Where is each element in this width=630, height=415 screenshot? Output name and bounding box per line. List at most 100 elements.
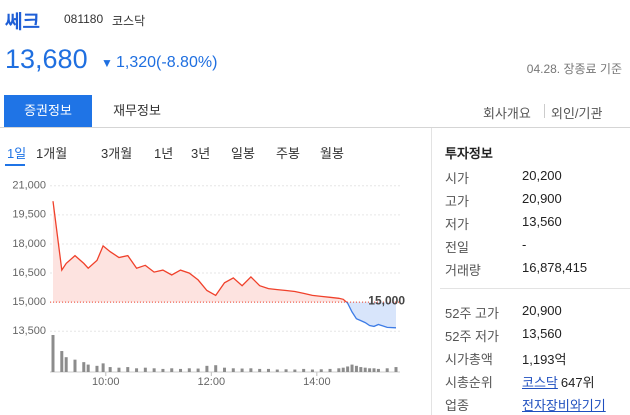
period-tab[interactable]: 3년 — [191, 146, 211, 161]
volume-bar — [293, 369, 297, 372]
y-tick-label: 16,500 — [12, 267, 46, 279]
info-value: 13,560 — [522, 326, 562, 341]
change: 1,320(-8.80%) — [116, 54, 218, 71]
volume-bar — [302, 368, 306, 372]
info-value: 20,200 — [522, 168, 562, 183]
volume-bar — [214, 365, 218, 372]
separator — [544, 104, 545, 118]
volume-bar — [328, 368, 332, 372]
price-line — [52, 201, 348, 303]
tab-divider — [0, 127, 630, 128]
info-label: 시가총액 — [445, 352, 493, 367]
volume-bar — [394, 367, 398, 372]
stock-code: 081180 — [64, 12, 104, 26]
volume-bar — [363, 367, 367, 372]
info-title: 투자정보 — [445, 146, 493, 161]
price-area — [346, 302, 396, 328]
volume-bar — [95, 365, 99, 372]
volume-bar — [275, 369, 279, 372]
volume-bar — [51, 335, 55, 372]
info-value: 16,878,415 — [522, 260, 588, 275]
info-divider — [440, 288, 630, 289]
tab-active[interactable]: 증권정보 — [4, 95, 92, 127]
volume-bar — [135, 368, 139, 372]
period-underline — [5, 164, 25, 166]
info-label: 52주 저가 — [445, 329, 499, 344]
volume-bar — [284, 369, 288, 372]
volume-bar — [82, 362, 86, 372]
y-tick-label: 19,500 — [12, 209, 46, 221]
period-tab[interactable]: 1개월 — [36, 146, 68, 161]
info-link[interactable]: 전자장비와기기 — [522, 398, 606, 413]
volume-bar — [249, 368, 253, 372]
volume-bar — [152, 368, 156, 372]
volume-bar — [101, 363, 105, 372]
volume-bar — [60, 351, 64, 372]
info-value: - — [522, 237, 527, 252]
volume-bar — [372, 368, 376, 372]
price-line — [345, 302, 397, 329]
y-tick-label: 21,000 — [12, 180, 46, 192]
tab[interactable]: 재무정보 — [113, 103, 161, 118]
period-tab[interactable]: 1년 — [154, 146, 174, 161]
volume-bar — [346, 366, 350, 372]
volume-bar — [143, 367, 147, 372]
volume-bar — [73, 359, 77, 372]
volume-bar — [376, 368, 380, 372]
direction: ▼ — [101, 56, 113, 70]
chart: 13,500 15,000 16,500 18,000 19,500 21,000 10:0… — [12, 180, 405, 388]
period-tab[interactable]: 3개월 — [101, 146, 133, 161]
period-tab[interactable]: 월봉 — [320, 146, 344, 161]
y-tick-label: 18,000 — [12, 238, 46, 250]
volume-bar — [354, 365, 358, 372]
volume-bar — [240, 368, 244, 372]
info-value: 20,900 — [522, 191, 562, 206]
info-value: 647위 — [560, 375, 595, 390]
volume-bar — [205, 365, 209, 372]
period-tab[interactable]: 주봉 — [276, 146, 300, 161]
info-value: 1,193억 — [522, 352, 567, 367]
info-label: 거래량 — [445, 263, 481, 278]
info-value: 20,900 — [522, 303, 562, 318]
info-label: 52주 고가 — [445, 306, 499, 321]
info-label: 시가 — [445, 171, 469, 186]
volume-bar — [86, 364, 90, 372]
market: 코스닥 — [112, 14, 146, 28]
x-tick-label: 14:00 — [303, 376, 331, 388]
date-note: 04.28. 장종료 기준 — [526, 62, 622, 76]
info-link[interactable]: 코스닥 — [522, 375, 558, 390]
volume-bar — [223, 367, 226, 372]
info-label: 전일 — [445, 240, 469, 255]
x-tick-label: 12:00 — [198, 376, 226, 388]
volume-bar — [350, 364, 354, 372]
volume-bar — [266, 368, 270, 372]
info-value: 13,560 — [522, 214, 562, 229]
volume-bar — [337, 368, 341, 372]
x-tick-label: 10:00 — [92, 376, 120, 388]
volume-bar — [196, 368, 200, 372]
volume-bar — [310, 369, 314, 372]
volume-bar — [341, 367, 345, 372]
volume-bar — [187, 368, 191, 372]
volume-bar — [170, 368, 174, 372]
panel-divider — [431, 128, 432, 415]
stock-name[interactable]: 쎄크 — [5, 12, 40, 33]
volume-bar — [161, 368, 165, 372]
link[interactable]: 회사개요 — [483, 106, 531, 121]
info-label: 고가 — [445, 194, 469, 209]
y-tick-label: 13,500 — [12, 325, 46, 337]
volume-bar — [258, 368, 262, 372]
volume-bar — [64, 357, 68, 372]
link[interactable]: 외인/기관 — [551, 106, 603, 121]
volume-bar — [385, 368, 389, 372]
volume-bar — [179, 368, 183, 372]
price-area — [53, 201, 396, 303]
volume-bar — [108, 367, 112, 372]
y-tick-label: 15,000 — [12, 296, 46, 308]
info-label: 시총순위 — [445, 375, 493, 390]
period-tab[interactable]: 1일 — [7, 146, 27, 161]
volume-bar — [319, 369, 323, 372]
reference-label: 15,000 — [368, 293, 405, 307]
period-tab[interactable]: 일봉 — [231, 146, 255, 161]
